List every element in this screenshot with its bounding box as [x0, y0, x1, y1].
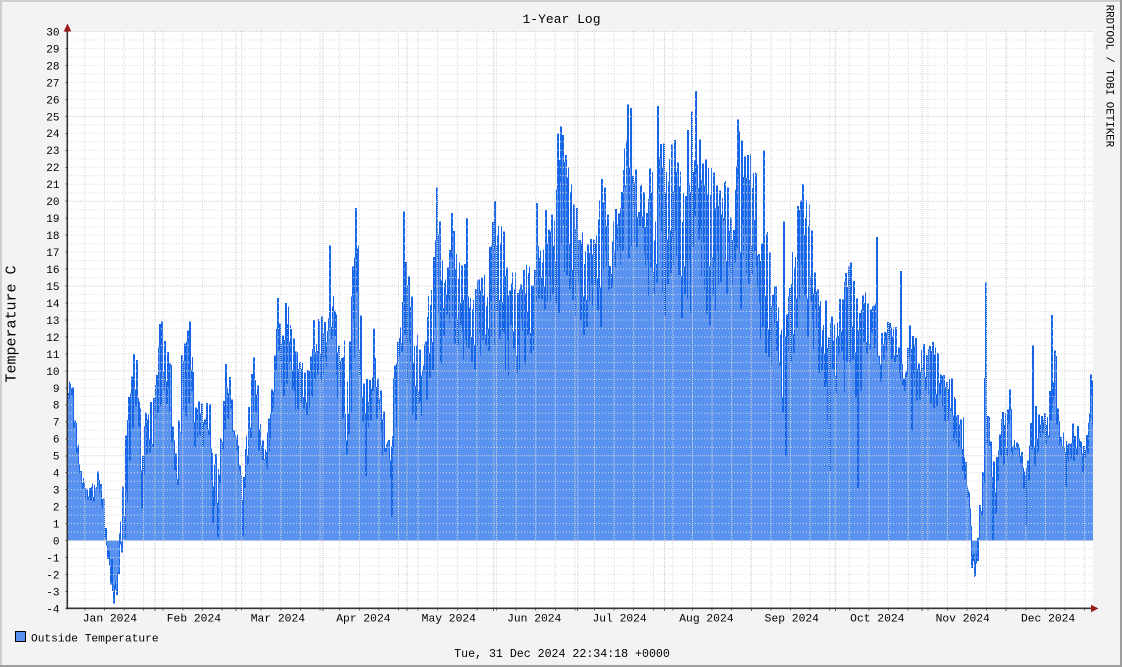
svg-text:10: 10 — [46, 367, 59, 379]
svg-text:16: 16 — [46, 265, 59, 277]
svg-text:-3: -3 — [46, 587, 59, 599]
svg-text:Jun 2024: Jun 2024 — [507, 614, 561, 626]
svg-text:22: 22 — [46, 163, 59, 175]
svg-text:3: 3 — [53, 486, 60, 498]
svg-text:Dec 2024: Dec 2024 — [1021, 614, 1075, 626]
svg-text:15: 15 — [46, 282, 59, 294]
svg-text:9: 9 — [53, 384, 60, 396]
svg-text:Jan 2024: Jan 2024 — [83, 614, 137, 626]
svg-text:-4: -4 — [46, 604, 60, 616]
svg-text:27: 27 — [46, 78, 59, 90]
svg-text:Sep 2024: Sep 2024 — [765, 614, 819, 626]
svg-text:2: 2 — [53, 503, 60, 515]
svg-text:26: 26 — [46, 95, 59, 107]
svg-text:21: 21 — [46, 180, 60, 192]
svg-text:28: 28 — [46, 61, 59, 73]
svg-text:-2: -2 — [46, 570, 59, 582]
svg-text:Outside Temperature: Outside Temperature — [31, 634, 159, 646]
svg-text:Tue, 31 Dec 2024 22:34:18 +000: Tue, 31 Dec 2024 22:34:18 +0000 — [454, 648, 670, 661]
svg-text:30: 30 — [46, 27, 59, 39]
svg-text:24: 24 — [46, 129, 60, 141]
svg-text:-1: -1 — [46, 554, 60, 566]
svg-text:8: 8 — [53, 401, 60, 413]
svg-text:Oct 2024: Oct 2024 — [850, 614, 904, 626]
svg-text:19: 19 — [46, 214, 59, 226]
svg-text:Jul 2024: Jul 2024 — [592, 614, 646, 626]
svg-text:29: 29 — [46, 44, 59, 56]
svg-text:12: 12 — [46, 333, 59, 345]
svg-text:17: 17 — [46, 248, 59, 260]
svg-text:Feb 2024: Feb 2024 — [167, 614, 221, 626]
svg-text:11: 11 — [46, 350, 60, 362]
svg-text:6: 6 — [53, 435, 60, 447]
svg-text:5: 5 — [53, 452, 60, 464]
svg-text:May 2024: May 2024 — [422, 614, 476, 626]
svg-text:Apr 2024: Apr 2024 — [336, 614, 390, 626]
svg-text:0: 0 — [53, 537, 60, 549]
svg-text:Aug 2024: Aug 2024 — [679, 614, 733, 626]
svg-text:Temperature C: Temperature C — [4, 265, 21, 382]
svg-text:23: 23 — [46, 146, 59, 158]
svg-text:20: 20 — [46, 197, 59, 209]
svg-text:RRDTOOL / TOBI OETIKER: RRDTOOL / TOBI OETIKER — [1103, 5, 1115, 148]
svg-text:Nov 2024: Nov 2024 — [936, 614, 990, 626]
svg-text:25: 25 — [46, 112, 59, 124]
svg-text:14: 14 — [46, 299, 60, 311]
svg-text:4: 4 — [53, 469, 60, 481]
svg-text:Mar 2024: Mar 2024 — [251, 614, 305, 626]
svg-text:13: 13 — [46, 316, 59, 328]
svg-text:18: 18 — [46, 231, 59, 243]
svg-text:1-Year Log: 1-Year Log — [522, 12, 600, 27]
svg-text:7: 7 — [53, 418, 60, 430]
svg-text:1: 1 — [53, 520, 60, 532]
